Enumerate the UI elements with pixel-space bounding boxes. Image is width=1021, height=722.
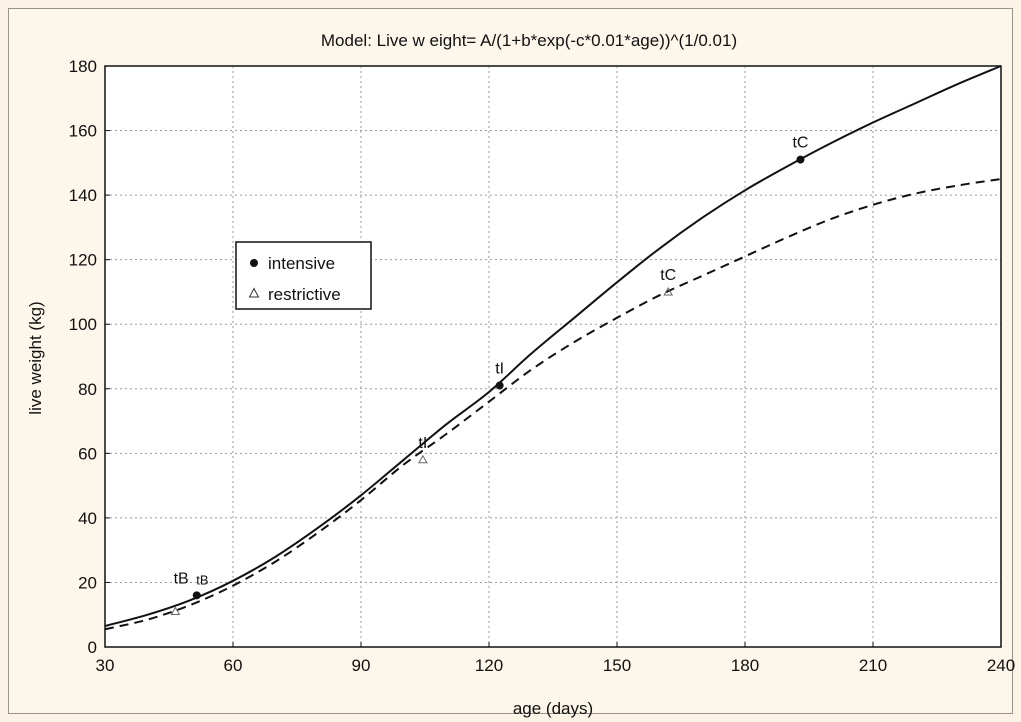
plot-area <box>105 66 1001 647</box>
x-axis-label: age (days) <box>513 699 593 718</box>
y-tick-label: 80 <box>78 380 97 399</box>
y-tick-label: 180 <box>69 57 97 76</box>
axis-ticks: 30 60 90 120 150 180 210 240 0 20 40 60 80 100 120 140 1… <box>69 57 1016 675</box>
annotation-intensive-tI: tI <box>495 361 504 378</box>
annotation-intensive-tB: tB <box>174 570 189 587</box>
legend-intensive-marker <box>250 259 258 267</box>
y-tick-label: 120 <box>69 251 97 270</box>
x-tick-label: 30 <box>96 656 115 675</box>
x-tick-label: 180 <box>731 656 759 675</box>
y-tick-label: 20 <box>78 573 97 592</box>
x-tick-label: 60 <box>224 656 243 675</box>
x-tick-label: 90 <box>352 656 371 675</box>
legend-box <box>235 241 372 310</box>
y-tick-label: 140 <box>69 186 97 205</box>
restrictive-marker <box>418 454 428 464</box>
y-tick-label: 100 <box>69 315 97 334</box>
series-lines <box>104 65 1002 631</box>
legend-intensive-label: intensive <box>268 254 335 273</box>
annotation-restrictive-tB: tB <box>196 572 208 587</box>
intensive-marker <box>495 381 504 390</box>
intensive-marker <box>796 155 805 164</box>
restrictive-marker <box>170 606 181 615</box>
y-tick-label: 160 <box>69 122 97 141</box>
x-tick-label: 150 <box>603 656 631 675</box>
annotation-restrictive-tC: tC <box>660 267 676 284</box>
legend: intensive restrictive <box>235 241 372 310</box>
series-markers <box>170 155 805 615</box>
y-tick-label: 60 <box>78 444 97 463</box>
series-line-intensive <box>104 65 1002 627</box>
restrictive-marker <box>663 286 674 296</box>
annotation-restrictive-tI: tI <box>418 435 427 452</box>
point-annotations: tB tI tC tB tI tC <box>174 135 809 588</box>
intensive-marker <box>192 591 201 600</box>
series-line-restrictive <box>104 178 1002 631</box>
grid-lines <box>105 66 1001 647</box>
y-tick-label: 0 <box>88 638 97 657</box>
y-axis-label: live weight (kg) <box>26 301 45 414</box>
x-tick-label: 120 <box>475 656 503 675</box>
plot-border <box>104 65 1002 648</box>
x-tick-label: 240 <box>987 656 1015 675</box>
chart-title: Model: Live w eight= A/(1+b*exp(-c*0.01*… <box>321 31 737 50</box>
legend-restrictive-marker <box>248 287 260 298</box>
annotation-intensive-tC: tC <box>792 135 808 152</box>
legend-restrictive-label: restrictive <box>268 285 341 304</box>
x-tick-label: 210 <box>859 656 887 675</box>
y-tick-label: 40 <box>78 509 97 528</box>
